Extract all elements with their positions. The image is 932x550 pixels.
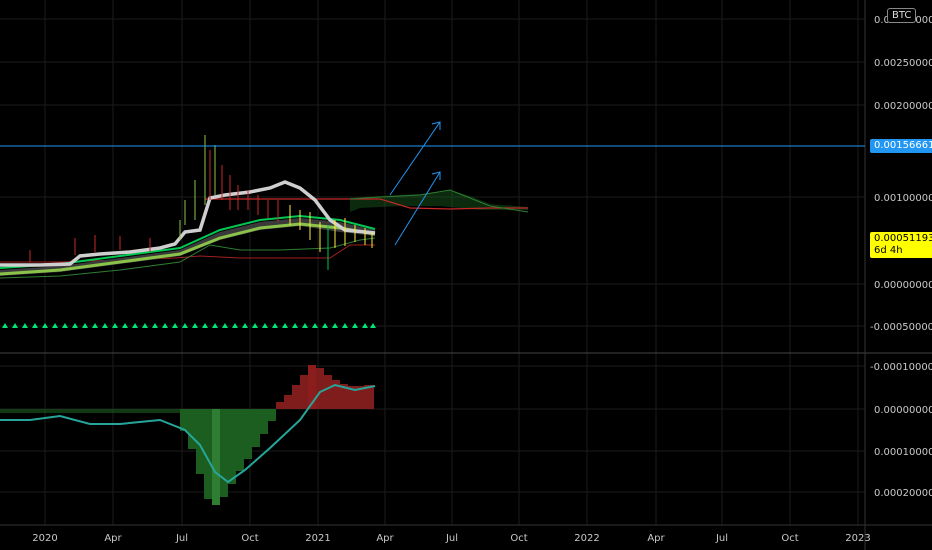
ma-green-upper [0,214,376,269]
ma-ribbon [0,218,375,276]
time-label: Jul [715,533,728,544]
oscillator-histogram [0,365,374,505]
price-label: 0.00100000 [874,193,932,204]
time-label: 2023 [845,533,870,544]
time-label: Oct [510,533,527,544]
osc-label: 0.00020000 [874,488,932,499]
price-axis-labels[interactable]: 0.00300000 0.00250000 0.00200000 0.00100… [870,15,932,333]
time-label: Apr [647,533,665,544]
time-label: 2022 [574,533,599,544]
price-label: 0.00250000 [874,58,932,69]
time-label: Oct [781,533,798,544]
time-label: Jul [175,533,188,544]
cloud-green-line [349,189,529,213]
vertical-grid [44,0,859,525]
currency-badge[interactable]: BTC [887,8,917,23]
time-label: Oct [241,533,258,544]
price-label: -0.00050000 [870,322,932,333]
oscillator-line [0,383,376,484]
oscillator-axis-labels[interactable]: -0.00010000 0.00000000 0.00010000 0.0002… [870,362,932,499]
bar-countdown: 6d 4h [874,245,903,256]
time-axis[interactable]: 2020 Apr Jul Oct 2021 Apr Jul Oct 2022 A… [32,533,870,544]
ichimoku-cloud-green [350,190,528,212]
horizontal-line-price-tag: 0.00156661 [870,139,932,153]
time-label: 2020 [32,533,57,544]
signal-markers [2,323,376,328]
ma-green-lower [0,222,376,276]
price-label: 0.00200000 [874,101,932,112]
candles [29,135,373,270]
last-price-tag: 0.00051193 6d 4h [870,232,932,258]
price-label: 0.00000000 [874,280,932,291]
osc-label: 0.00000000 [874,405,932,416]
cloud-red-line [205,198,528,210]
up-arrow-projection-icon[interactable] [389,121,441,246]
time-label: Apr [376,533,394,544]
last-price-value: 0.00051193 [874,233,932,244]
time-label: Jul [445,533,458,544]
ma-fast-white [0,180,376,267]
osc-label: 0.00010000 [874,447,932,458]
time-label: 2021 [305,533,330,544]
time-label: Apr [104,533,122,544]
osc-label: -0.00010000 [870,362,932,373]
